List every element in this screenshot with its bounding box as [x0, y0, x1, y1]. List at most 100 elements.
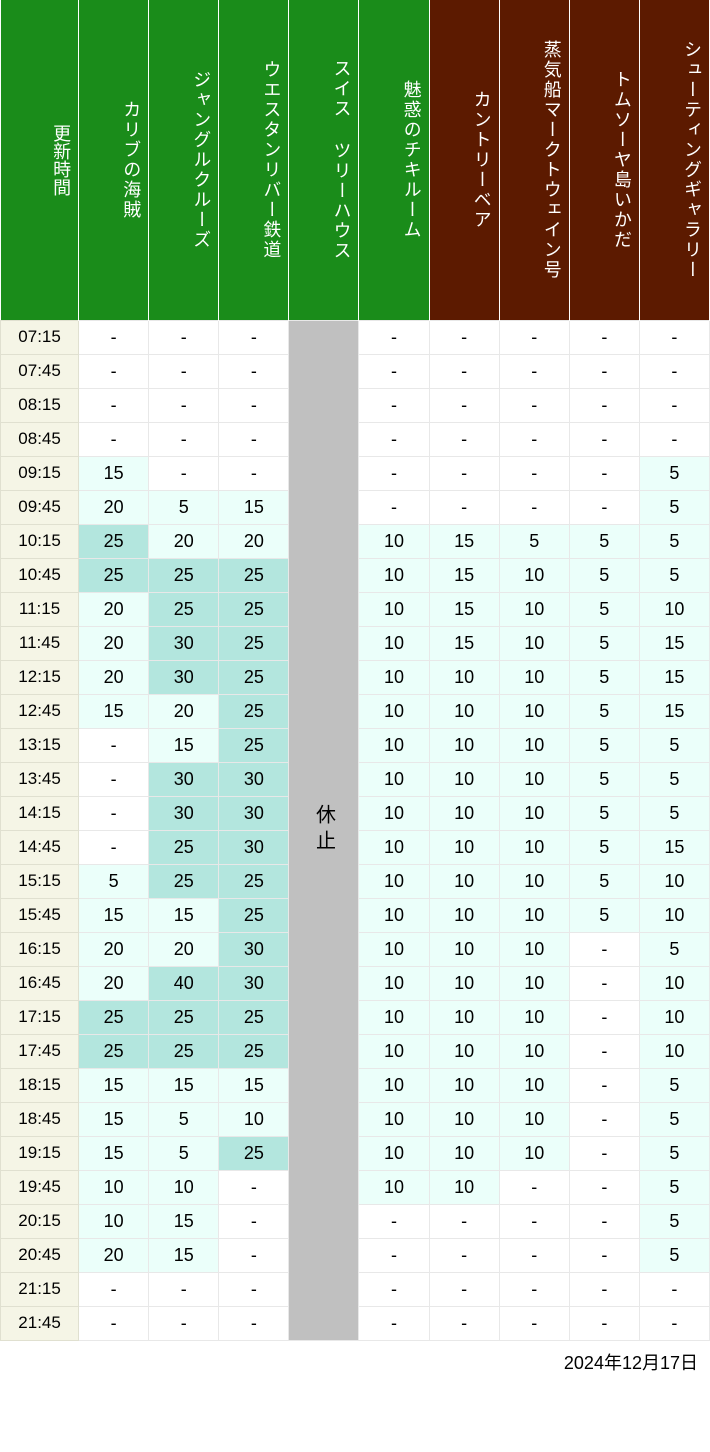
- time-cell: 16:15: [1, 932, 79, 966]
- data-cell: -: [569, 1272, 639, 1306]
- data-cell: 10: [359, 626, 429, 660]
- time-cell: 14:15: [1, 796, 79, 830]
- data-cell: 15: [79, 898, 149, 932]
- date-footer: 2024年12月17日: [0, 1341, 710, 1383]
- data-cell: -: [569, 966, 639, 1000]
- data-cell: 25: [219, 626, 289, 660]
- data-cell: 15: [639, 626, 709, 660]
- attraction-header: ジャングルクルーズ: [149, 0, 219, 320]
- data-cell: 10: [359, 524, 429, 558]
- time-cell: 19:45: [1, 1170, 79, 1204]
- time-cell: 08:45: [1, 422, 79, 456]
- data-cell: 20: [149, 524, 219, 558]
- data-cell: 5: [569, 864, 639, 898]
- time-cell: 17:45: [1, 1034, 79, 1068]
- data-cell: 15: [429, 524, 499, 558]
- data-cell: -: [429, 354, 499, 388]
- data-cell: 10: [429, 660, 499, 694]
- data-cell: 10: [639, 592, 709, 626]
- data-cell: 10: [499, 1000, 569, 1034]
- data-cell: 10: [429, 1136, 499, 1170]
- data-cell: -: [429, 490, 499, 524]
- data-cell: -: [429, 422, 499, 456]
- time-cell: 09:45: [1, 490, 79, 524]
- time-cell: 11:15: [1, 592, 79, 626]
- data-cell: 15: [639, 694, 709, 728]
- data-cell: -: [499, 456, 569, 490]
- data-cell: 15: [149, 1204, 219, 1238]
- data-cell: 30: [149, 762, 219, 796]
- data-cell: -: [219, 1170, 289, 1204]
- data-cell: 15: [79, 1102, 149, 1136]
- data-cell: -: [569, 354, 639, 388]
- data-cell: 5: [149, 490, 219, 524]
- data-cell: -: [149, 1306, 219, 1340]
- data-cell: 5: [639, 932, 709, 966]
- data-cell: -: [149, 320, 219, 354]
- data-cell: 25: [149, 592, 219, 626]
- data-cell: 5: [79, 864, 149, 898]
- data-cell: -: [569, 490, 639, 524]
- data-cell: -: [429, 388, 499, 422]
- data-cell: 25: [149, 864, 219, 898]
- time-cell: 15:45: [1, 898, 79, 932]
- data-cell: -: [639, 422, 709, 456]
- data-cell: -: [499, 1170, 569, 1204]
- data-cell: -: [219, 388, 289, 422]
- data-cell: 25: [219, 1000, 289, 1034]
- time-cell: 11:45: [1, 626, 79, 660]
- data-cell: -: [359, 422, 429, 456]
- data-cell: -: [499, 490, 569, 524]
- data-cell: -: [569, 1034, 639, 1068]
- data-cell: -: [359, 388, 429, 422]
- data-cell: 30: [149, 660, 219, 694]
- data-cell: 10: [499, 592, 569, 626]
- data-cell: 10: [499, 966, 569, 1000]
- attraction-header: スイス ツリーハウス: [289, 0, 359, 320]
- attraction-header: カントリーベア: [429, 0, 499, 320]
- data-cell: -: [499, 388, 569, 422]
- data-cell: 10: [359, 830, 429, 864]
- data-cell: -: [499, 354, 569, 388]
- time-cell: 13:45: [1, 762, 79, 796]
- data-cell: 10: [429, 762, 499, 796]
- data-cell: -: [359, 1272, 429, 1306]
- data-cell: -: [569, 1204, 639, 1238]
- data-cell: -: [499, 422, 569, 456]
- data-cell: -: [429, 1204, 499, 1238]
- data-cell: 5: [639, 1170, 709, 1204]
- data-cell: 10: [499, 1136, 569, 1170]
- data-cell: 10: [359, 558, 429, 592]
- data-cell: -: [149, 456, 219, 490]
- wait-time-table: 更新時間 カリブの海賊ジャングルクルーズウエスタンリバー鉄道スイス ツリーハウス…: [0, 0, 710, 1341]
- data-cell: 20: [79, 932, 149, 966]
- data-cell: 10: [359, 762, 429, 796]
- data-cell: 10: [359, 660, 429, 694]
- data-cell: 10: [429, 1034, 499, 1068]
- data-cell: 10: [359, 1000, 429, 1034]
- data-cell: -: [149, 422, 219, 456]
- data-cell: 10: [499, 728, 569, 762]
- time-cell: 16:45: [1, 966, 79, 1000]
- data-cell: 5: [569, 728, 639, 762]
- data-cell: 10: [499, 1068, 569, 1102]
- data-cell: 10: [359, 966, 429, 1000]
- data-cell: 10: [429, 1068, 499, 1102]
- data-cell: 5: [639, 1102, 709, 1136]
- data-cell: 10: [359, 932, 429, 966]
- data-cell: -: [219, 422, 289, 456]
- attraction-header: シューティングギャラリー: [639, 0, 709, 320]
- data-cell: -: [569, 456, 639, 490]
- closed-cell: 休止: [289, 320, 359, 1340]
- data-cell: 10: [639, 1000, 709, 1034]
- data-cell: 5: [639, 1238, 709, 1272]
- data-cell: -: [569, 1170, 639, 1204]
- data-cell: 10: [79, 1170, 149, 1204]
- attraction-header: ウエスタンリバー鉄道: [219, 0, 289, 320]
- time-cell: 12:45: [1, 694, 79, 728]
- data-cell: 10: [429, 966, 499, 1000]
- data-cell: 15: [219, 490, 289, 524]
- data-cell: 5: [569, 796, 639, 830]
- data-cell: 20: [149, 694, 219, 728]
- time-cell: 21:45: [1, 1306, 79, 1340]
